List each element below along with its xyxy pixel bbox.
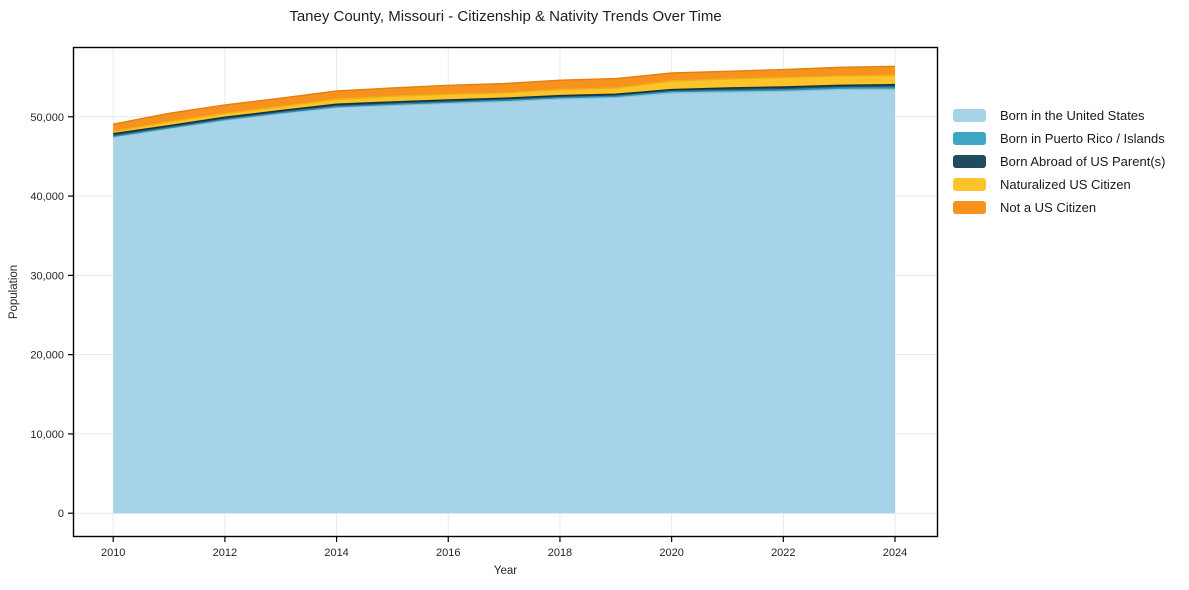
x-tick-label: 2012 <box>213 547 237 559</box>
x-tick-label: 2016 <box>436 547 460 559</box>
legend-label: Not a US Citizen <box>1000 200 1097 215</box>
area-not-a-us-citizen <box>113 66 895 132</box>
area-naturalized-us-citizen <box>113 75 895 134</box>
legend-swatch-icon <box>953 132 986 145</box>
legend-label: Naturalized US Citizen <box>1000 177 1131 192</box>
legend: Born in the United States Born in Puerto … <box>953 104 1165 219</box>
x-tick-label: 2022 <box>771 547 795 559</box>
legend-label: Born in the United States <box>1000 108 1145 123</box>
legend-item: Not a US Citizen <box>953 196 1165 219</box>
y-tick-label: 20,000 <box>30 350 64 362</box>
legend-swatch-icon <box>953 109 986 122</box>
y-axis-label: Population <box>8 264 20 320</box>
x-tick-label: 2014 <box>324 547 348 559</box>
area-edge-line <box>113 83 896 135</box>
legend-item: Born Abroad of US Parent(s) <box>953 150 1165 173</box>
plot-border <box>72 46 939 538</box>
area-born-in-the-united-states <box>113 89 895 514</box>
area-edge-line <box>113 74 896 133</box>
legend-swatch-icon <box>953 178 986 191</box>
chart-title: Taney County, Missouri - Citizenship & N… <box>289 8 722 25</box>
legend-item: Born in the United States <box>953 104 1165 127</box>
y-tick-label: 40,000 <box>30 191 64 203</box>
area-edge-line <box>113 86 896 138</box>
legend-label: Born Abroad of US Parent(s) <box>1000 154 1166 169</box>
y-tick-label: 30,000 <box>30 270 64 282</box>
legend-item: Born in Puerto Rico / Islands <box>953 127 1165 150</box>
y-tick-label: 0 <box>58 508 64 520</box>
legend-label: Born in Puerto Rico / Islands <box>1000 131 1165 146</box>
y-tick-label: 50,000 <box>30 112 64 124</box>
x-axis-label: Year <box>493 565 518 577</box>
area-edge-line <box>113 65 896 125</box>
y-tick-label: 10,000 <box>30 429 64 441</box>
x-tick-label: 2024 <box>883 547 907 559</box>
legend-swatch-icon <box>953 201 986 214</box>
area-edge-line <box>113 88 895 138</box>
x-tick-label: 2010 <box>101 547 125 559</box>
x-tick-label: 2020 <box>659 547 683 559</box>
x-tick-label: 2018 <box>548 547 572 559</box>
legend-swatch-icon <box>953 155 986 168</box>
legend-item: Naturalized US Citizen <box>953 173 1165 196</box>
